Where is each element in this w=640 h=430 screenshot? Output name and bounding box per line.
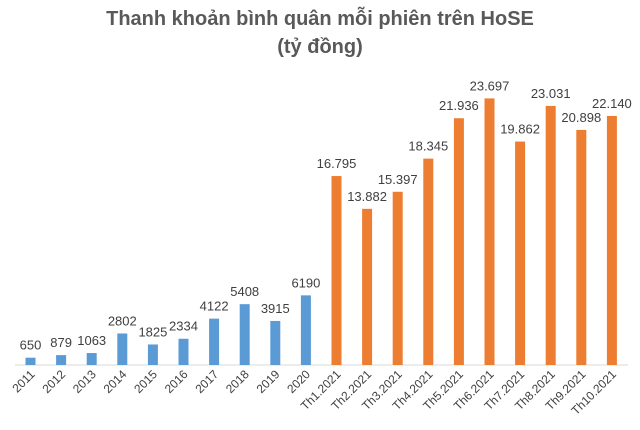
data-label: 18.345: [408, 139, 448, 154]
x-tick-label: 2019: [254, 367, 283, 396]
bar-Th9.2021: [576, 129, 587, 365]
data-label: 16.795: [317, 156, 357, 171]
x-tick-label: 2015: [131, 367, 160, 396]
bar-2013: [86, 353, 97, 365]
bar-Th4.2021: [423, 158, 434, 365]
bar-Th1.2021: [331, 176, 342, 365]
bar-2016: [178, 338, 189, 365]
data-label: 13.882: [347, 189, 387, 204]
chart-subtitle: (tỷ đồng): [277, 36, 363, 58]
data-label: 21.936: [439, 98, 479, 113]
bar-Th2.2021: [362, 208, 373, 365]
x-tick-label: 2012: [39, 367, 68, 396]
data-label: 4122: [200, 299, 229, 314]
bar-2014: [117, 333, 128, 365]
data-label: 20.898: [561, 110, 601, 125]
data-label: 2802: [108, 313, 137, 328]
data-label: 3915: [261, 301, 290, 316]
data-label: 22.140: [592, 96, 632, 111]
data-label: 5408: [230, 284, 259, 299]
data-label: 1063: [77, 333, 106, 348]
bar-2019: [270, 320, 281, 365]
data-label: 1825: [138, 324, 167, 339]
data-label: 23.697: [470, 78, 510, 93]
x-tick-label: 2014: [101, 367, 130, 396]
bar-Th7.2021: [515, 141, 526, 365]
data-label: 879: [50, 335, 72, 350]
data-label: 2334: [169, 319, 198, 334]
chart-title: Thanh khoản bình quân mỗi phiên trên HoS…: [106, 8, 534, 30]
data-label: 15.397: [378, 172, 418, 187]
bar-Th10.2021: [606, 115, 617, 365]
data-label: 23.031: [531, 86, 571, 101]
data-label: 19.862: [500, 122, 540, 137]
x-tick-label: 2013: [70, 367, 99, 396]
bar-2015: [147, 344, 158, 365]
x-tick-label: 2018: [223, 367, 252, 396]
bar-2011: [25, 357, 36, 365]
x-tick-label: 2011: [9, 367, 37, 395]
data-label: 650: [20, 338, 42, 353]
bar-Th8.2021: [545, 105, 556, 366]
bar-Th5.2021: [453, 118, 464, 365]
bar-Th6.2021: [484, 98, 495, 365]
bar-2012: [56, 355, 67, 365]
bar-2018: [239, 304, 250, 365]
x-tick-label: 2016: [162, 367, 191, 396]
bar-2020: [300, 295, 311, 365]
bar-Th3.2021: [392, 191, 403, 365]
x-tick-label: 2017: [192, 367, 221, 396]
data-label: 6190: [291, 275, 320, 290]
bar-2017: [209, 318, 220, 365]
